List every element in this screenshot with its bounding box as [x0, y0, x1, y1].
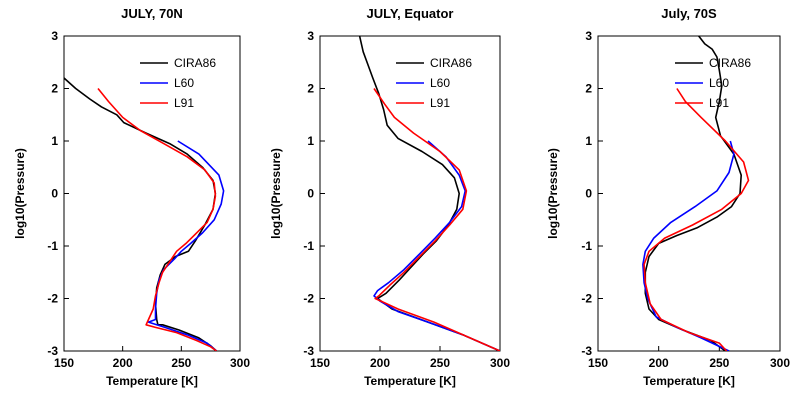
x-tick-label: 300	[770, 356, 790, 370]
series-line-l91	[643, 88, 750, 351]
x-tick-label: 200	[113, 356, 133, 370]
x-tick-label: 300	[230, 356, 250, 370]
y-tick-label: 0	[585, 187, 592, 201]
x-tick-label: 250	[171, 356, 191, 370]
y-tick-label: 0	[51, 187, 58, 201]
x-tick-label: 150	[310, 356, 330, 370]
chart-panel-70n: JULY, 70N 150 200 250 300 -3 -2 -1 0 1 2 3 Temperatu…	[13, 6, 250, 388]
y-tick-label: -3	[581, 344, 592, 358]
chart-panel-70s: July, 70S 150 200 250 300 -3 -2 -1 0 1 2 3 Temperatu…	[546, 6, 790, 388]
y-tick-label: -2	[303, 292, 314, 306]
series-line-l91	[97, 87, 217, 351]
legend-label: L60	[709, 76, 729, 90]
chart-title: JULY, Equator	[367, 6, 454, 21]
y-tick-label: 2	[585, 82, 592, 96]
y-tick-label: 1	[307, 134, 314, 148]
y-axis-label: log10(Pressure)	[13, 148, 27, 239]
y-tick-label: -1	[581, 239, 592, 253]
chart-title: JULY, 70N	[121, 6, 183, 21]
series-line-cira86	[644, 36, 743, 351]
y-tick-label: -1	[303, 239, 314, 253]
y-axis-label: log10(Pressure)	[269, 148, 283, 239]
x-tick-label: 200	[370, 356, 390, 370]
y-tick-label: 2	[307, 82, 314, 96]
y-tick-label: -2	[581, 292, 592, 306]
y-tick-label: -2	[47, 292, 58, 306]
series-line-l60	[147, 140, 225, 351]
legend-label: L60	[430, 76, 450, 90]
x-tick-label: 300	[490, 356, 510, 370]
series-line-l60	[373, 140, 500, 351]
series-line-l91	[373, 88, 500, 351]
legend-label: L60	[174, 76, 194, 90]
chart-panel-equator: JULY, Equator 150 200 250 300 -3 -2 -1 0 1 2 3 Tempe…	[269, 6, 510, 388]
y-tick-label: 3	[51, 29, 58, 43]
y-tick-label: -3	[303, 344, 314, 358]
y-tick-label: 3	[585, 29, 592, 43]
y-tick-label: 1	[51, 134, 58, 148]
x-tick-label: 150	[588, 356, 608, 370]
x-tick-label: 250	[430, 356, 450, 370]
x-axis-label: Temperature [K]	[106, 374, 198, 388]
legend-label: L91	[174, 96, 194, 110]
y-tick-label: 1	[585, 134, 592, 148]
y-tick-label: 0	[307, 187, 314, 201]
x-axis-label: Temperature [K]	[364, 374, 456, 388]
y-tick-label: -3	[47, 344, 58, 358]
x-tick-label: 200	[649, 356, 669, 370]
chart-title: July, 70S	[661, 6, 717, 21]
x-tick-label: 250	[709, 356, 729, 370]
y-tick-label: 2	[51, 82, 58, 96]
x-tick-label: 150	[54, 356, 74, 370]
y-axis-label: log10(Pressure)	[546, 148, 560, 239]
legend-label: L91	[430, 96, 450, 110]
legend-label: CIRA86	[709, 56, 751, 70]
y-tick-label: 3	[307, 29, 314, 43]
legend-label: L91	[709, 96, 729, 110]
series-line-cira86	[64, 77, 218, 351]
y-tick-label: -1	[47, 239, 58, 253]
legend-label: CIRA86	[430, 56, 472, 70]
legend-label: CIRA86	[174, 56, 216, 70]
x-axis-label: Temperature [K]	[643, 374, 735, 388]
